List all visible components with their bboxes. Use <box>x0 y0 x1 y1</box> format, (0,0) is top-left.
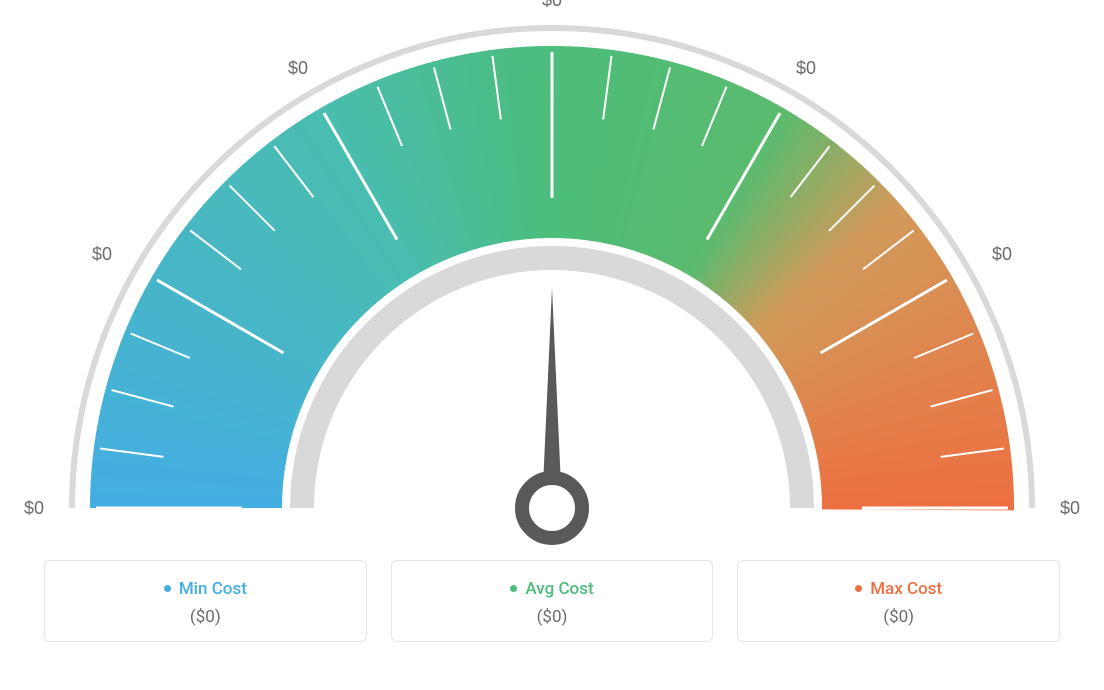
gauge-tick-label: $0 <box>24 498 44 518</box>
legend-label-text: Min Cost <box>179 579 247 599</box>
gauge-tick-label: $0 <box>542 0 562 10</box>
legend-card-min: Min Cost ($0) <box>44 560 367 642</box>
legend-value: ($0) <box>402 607 703 627</box>
gauge-tick-label: $0 <box>992 244 1012 264</box>
gauge-tick-label: $0 <box>1060 498 1080 518</box>
gauge-chart: $0 $0 $0 $0 $0 $0 $0 <box>0 0 1104 560</box>
legend-label-text: Avg Cost <box>525 579 593 599</box>
legend-label-text: Max Cost <box>870 579 942 599</box>
legend-dot-icon <box>510 585 517 592</box>
gauge-svg: $0 $0 $0 $0 $0 $0 $0 <box>0 0 1104 560</box>
gauge-tick-label: $0 <box>92 244 112 264</box>
cost-gauge-widget: $0$0$0$0$0$0$0 Min Cost($0)Avg Cost($0)M… <box>0 0 1104 690</box>
gauge-tick-label: $0 <box>288 58 308 78</box>
legend-row: Min Cost ($0) Avg Cost ($0) Max Cost ($0) <box>0 560 1104 642</box>
legend-card-max: Max Cost ($0) <box>737 560 1060 642</box>
legend-dot-icon <box>855 585 862 592</box>
gauge-tick-label: $0 <box>796 58 816 78</box>
legend-value: ($0) <box>55 607 356 627</box>
legend-value: ($0) <box>748 607 1049 627</box>
legend-card-avg: Avg Cost ($0) <box>391 560 714 642</box>
legend-dot-icon <box>164 585 171 592</box>
gauge-hub <box>522 478 582 538</box>
legend-title: Avg Cost <box>510 579 593 599</box>
legend-title: Min Cost <box>164 579 247 599</box>
legend-title: Max Cost <box>855 579 942 599</box>
